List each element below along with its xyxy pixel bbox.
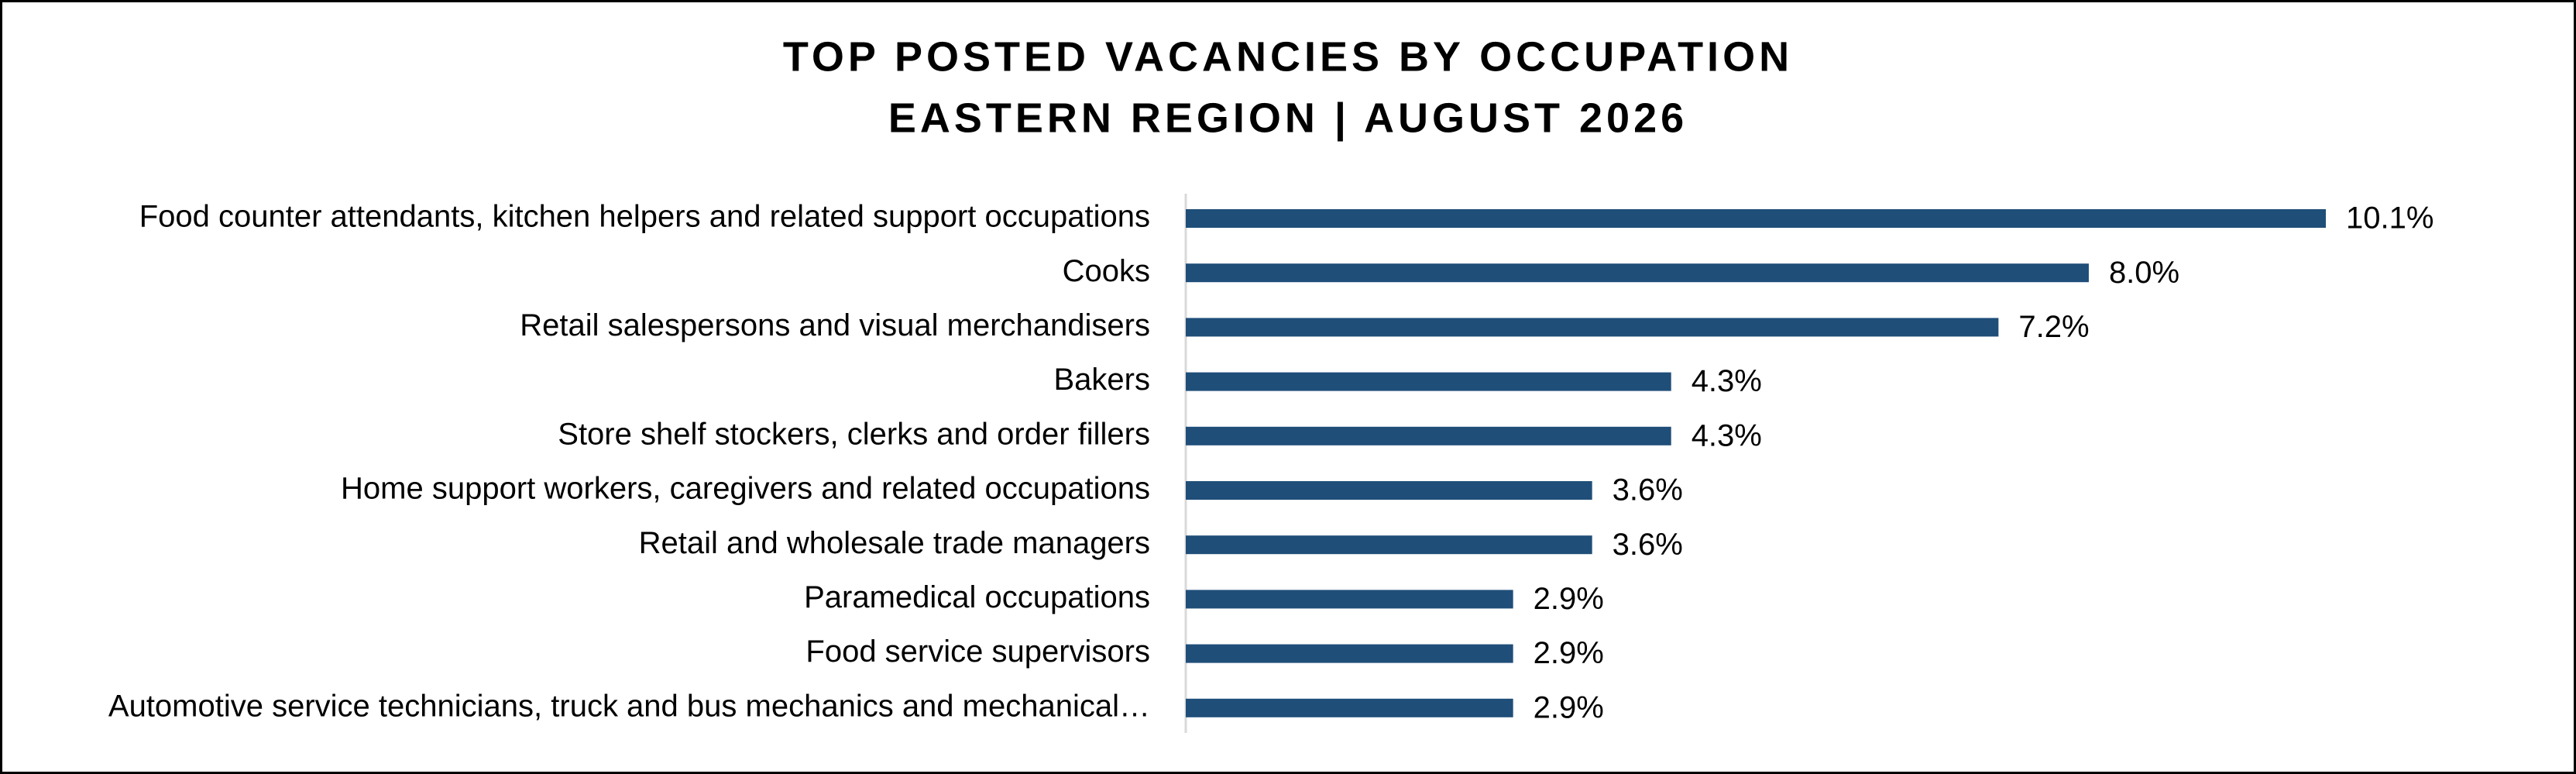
bar	[1186, 263, 2089, 283]
data-label: 4.3%	[1692, 418, 1762, 452]
category-label: Home support workers, caregivers and rel…	[341, 472, 1150, 506]
data-label: 7.2%	[2018, 310, 2089, 344]
chart-subtitle: EASTERN REGION | AUGUST 2026	[888, 95, 1688, 142]
chart-title: TOP POSTED VACANCIES BY OCCUPATION	[783, 33, 1793, 80]
bar	[1186, 481, 1592, 500]
category-label: Food counter attendants, kitchen helpers…	[139, 200, 1150, 234]
bar	[1186, 535, 1592, 555]
data-label: 8.0%	[2109, 256, 2179, 290]
category-label: Food service supervisors	[805, 635, 1150, 669]
data-label: 3.6%	[1613, 473, 1683, 507]
bar	[1186, 318, 1999, 337]
bar	[1186, 590, 1513, 609]
bar	[1186, 698, 1513, 717]
data-label: 2.9%	[1534, 690, 1604, 724]
category-label: Retail and wholesale trade managers	[639, 526, 1150, 560]
data-label: 10.1%	[2346, 201, 2433, 236]
data-label: 2.9%	[1534, 582, 1604, 616]
bar	[1186, 426, 1671, 445]
category-label: Automotive service technicians, truck an…	[108, 689, 1150, 723]
bar	[1186, 209, 2326, 228]
category-label: Cooks	[1063, 254, 1150, 288]
data-label: 3.6%	[1613, 528, 1683, 562]
category-label: Retail salespersons and visual merchandi…	[520, 308, 1150, 342]
category-label: Bakers	[1054, 363, 1151, 397]
bar	[1186, 644, 1513, 663]
category-label: Paramedical occupations	[804, 580, 1150, 614]
category-label: Store shelf stockers, clerks and order f…	[558, 417, 1150, 451]
data-label: 4.3%	[1692, 364, 1762, 398]
bar	[1186, 372, 1671, 391]
data-label: 2.9%	[1534, 636, 1604, 670]
